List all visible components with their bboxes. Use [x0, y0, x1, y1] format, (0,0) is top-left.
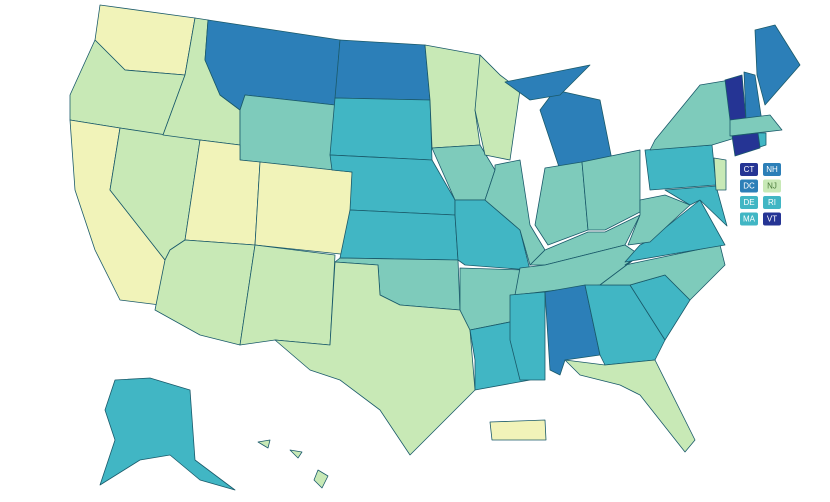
state	[564, 359, 696, 453]
state-label: NH	[766, 165, 778, 174]
state-label: VT	[767, 215, 777, 224]
state	[313, 469, 329, 489]
state	[581, 149, 641, 231]
state	[329, 97, 433, 161]
territory	[489, 419, 547, 441]
state-label: NJ	[767, 182, 777, 191]
label-box	[763, 179, 781, 193]
state	[754, 24, 801, 106]
label-box	[740, 196, 758, 209]
state-label: DC	[743, 182, 755, 191]
state	[504, 64, 591, 101]
state	[474, 54, 521, 161]
state	[99, 377, 236, 491]
state-label: CT	[744, 165, 755, 174]
state-label: DE	[743, 198, 754, 207]
state	[534, 161, 589, 246]
state	[274, 261, 476, 456]
state	[257, 439, 271, 449]
state	[627, 194, 691, 246]
state	[334, 39, 431, 101]
state	[599, 244, 726, 301]
state	[731, 132, 761, 157]
label-box	[740, 163, 758, 176]
state-labels: CT NH DC NJ DE RI MA VT	[740, 163, 781, 226]
state	[624, 199, 726, 263]
state-label: RI	[768, 198, 776, 207]
state	[339, 209, 459, 261]
label-box	[740, 212, 758, 226]
state	[729, 114, 783, 137]
label-box	[740, 179, 758, 193]
state	[757, 132, 767, 148]
state	[289, 449, 303, 459]
state	[664, 185, 728, 227]
state	[254, 161, 353, 256]
state	[644, 144, 717, 191]
state	[509, 291, 546, 381]
state	[239, 94, 336, 171]
state-label: MA	[743, 215, 756, 224]
label-box	[763, 212, 781, 226]
state	[204, 19, 341, 111]
state	[154, 239, 256, 346]
state	[713, 157, 727, 191]
label-box	[763, 196, 781, 209]
states	[69, 4, 801, 491]
state	[239, 244, 336, 346]
label-box	[763, 163, 781, 176]
